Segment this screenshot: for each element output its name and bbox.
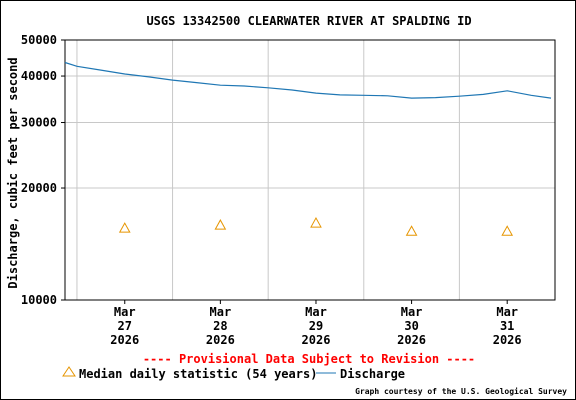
x-tick-label: 31: [500, 319, 514, 333]
y-tick-label: 10000: [21, 293, 57, 307]
x-tick-label: Mar: [401, 305, 423, 319]
y-tick-label: 30000: [21, 116, 57, 130]
x-tick-label: 30: [404, 319, 418, 333]
median-statistic-marker: [405, 225, 418, 236]
y-axis-label: Discharge, cubic feet per second: [6, 57, 20, 288]
x-tick-label: 2026: [110, 333, 139, 347]
legend: Median daily statistic (54 years) Discha…: [62, 366, 405, 381]
x-tick-label: Mar: [114, 305, 136, 319]
series-layer: [64, 61, 552, 236]
x-tick-label: Mar: [305, 305, 327, 319]
x-tick-label: 27: [118, 319, 132, 333]
median-statistic-marker: [118, 222, 131, 233]
x-tick-label: 2026: [206, 333, 235, 347]
x-tick-label: 28: [213, 319, 227, 333]
plot-area-border: [64, 39, 556, 301]
y-tick-label: 50000: [21, 33, 57, 47]
grid-lines: [65, 39, 555, 301]
chart-title: USGS 13342500 CLEARWATER RIVER AT SPALDI…: [146, 14, 471, 28]
credit-text: Graph courtesy of the U.S. Geological Su…: [355, 386, 567, 396]
legend-discharge-label: Discharge: [340, 367, 405, 381]
x-tick-label: 2026: [493, 333, 522, 347]
y-axis-ticks: 10000 20000 30000 40000 50000: [21, 33, 65, 307]
x-tick-label: Mar: [496, 305, 518, 319]
discharge-series-line: [64, 61, 552, 99]
x-tick-label: 29: [309, 319, 323, 333]
median-statistic-marker: [214, 219, 227, 230]
legend-median-label: Median daily statistic (54 years): [79, 367, 317, 381]
triangle-icon: [62, 366, 76, 377]
median-statistic-marker: [310, 217, 322, 228]
x-tick-label: Mar: [210, 305, 232, 319]
median-statistic-marker: [501, 225, 514, 236]
x-axis-ticks: Mar272026Mar282026Mar292026Mar302026Mar3…: [110, 300, 522, 347]
provisional-note: ---- Provisional Data Subject to Revisio…: [143, 352, 475, 366]
y-tick-label: 40000: [21, 69, 57, 83]
x-tick-label: 2026: [302, 333, 331, 347]
x-tick-label: 2026: [397, 333, 426, 347]
y-tick-label: 20000: [21, 181, 57, 195]
